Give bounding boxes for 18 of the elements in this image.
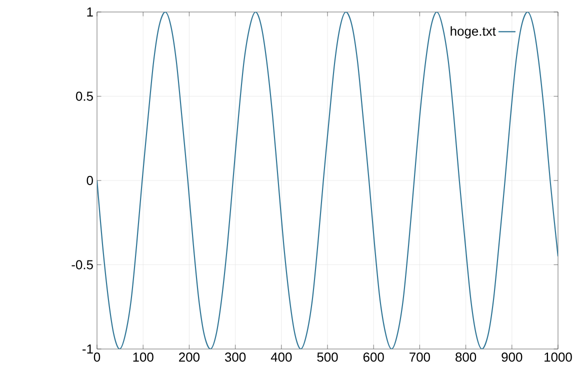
x-tick-label: 800 [456,352,476,362]
y-tick-label: 1 [87,8,93,16]
x-tick-label: 400 [270,352,292,362]
x-tick-label: 900 [502,352,522,362]
legend-label: hoge.txt [450,26,496,38]
y-tick-label: -1 [82,344,93,354]
x-tick-label: 300 [224,352,246,362]
x-tick-label: 700 [410,352,430,362]
x-tick-label: 100 [133,352,154,362]
y-tick-label: 0.5 [76,92,93,101]
line-series [97,12,558,349]
y-tick-label: -0.5 [72,260,93,270]
x-tick-label: 0 [94,352,100,362]
x-tick-label: 600 [363,352,384,362]
y-tick-label: 0 [86,176,93,186]
x-tick-label: 1000 [544,352,572,362]
x-tick-label: 500 [317,352,338,362]
x-tick-label: 200 [179,352,200,362]
